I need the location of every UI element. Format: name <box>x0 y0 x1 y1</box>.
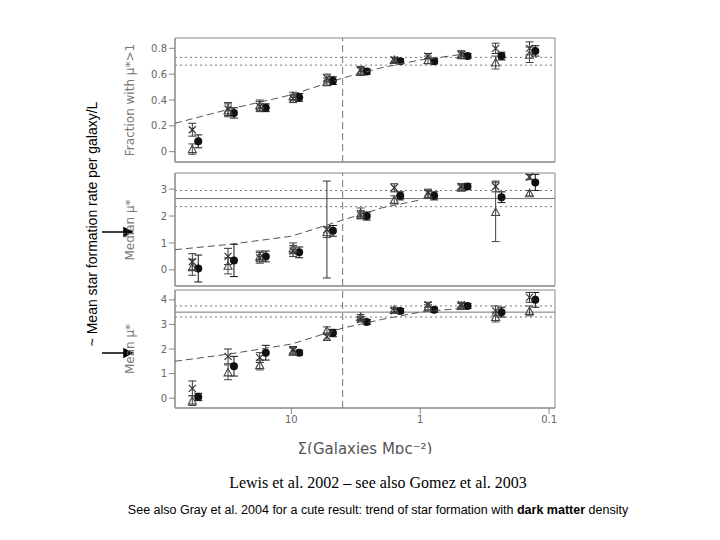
svg-text:4: 4 <box>161 294 167 305</box>
svg-text:1: 1 <box>161 368 167 379</box>
html-text:Fraction with μ*>1: Fraction with μ*>1 <box>123 43 137 157</box>
html-text:Median μ*: Median μ* <box>123 198 137 261</box>
html-text:~ Mean star formation rate per: ~ Mean star formation rate per galaxy/L <box>84 101 100 347</box>
svg-text:0: 0 <box>161 393 167 404</box>
html-text:Lewis et al. 2002 – see also G: Lewis et al. 2002 – see also Gomez et al… <box>229 474 527 491</box>
svg-text:Σ(Galaxies Mpc⁻²): Σ(Galaxies Mpc⁻²) <box>298 440 433 454</box>
svg-text:0.8: 0.8 <box>151 43 167 54</box>
svg-text:10: 10 <box>285 414 298 425</box>
svg-text:1: 1 <box>161 238 167 249</box>
html-text:Mean μ*: Mean μ* <box>123 323 137 375</box>
svg-text:0: 0 <box>161 264 167 275</box>
svg-text:2: 2 <box>161 344 167 355</box>
svg-text:0.6: 0.6 <box>151 69 167 80</box>
svg-text:3: 3 <box>161 184 167 195</box>
svg-text:3: 3 <box>161 319 167 330</box>
svg-text:2: 2 <box>161 211 167 222</box>
svg-text:0.2: 0.2 <box>151 120 167 131</box>
svg-text:0.1: 0.1 <box>541 414 557 425</box>
svg-text:0: 0 <box>161 146 167 157</box>
svg-text:1: 1 <box>417 414 423 425</box>
html-text:See also Gray et al. 2004 for: See also Gray et al. 2004 for a cute res… <box>127 503 629 517</box>
svg-text:0.4: 0.4 <box>151 95 167 106</box>
